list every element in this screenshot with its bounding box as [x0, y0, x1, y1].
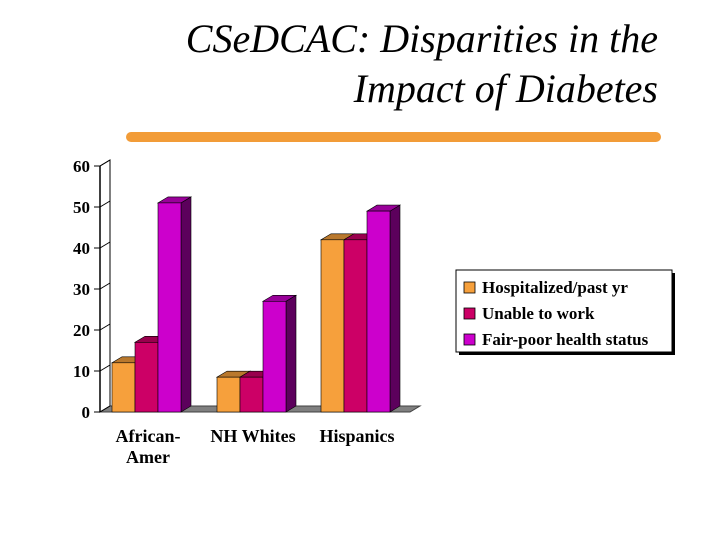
bar-front — [262, 300, 287, 413]
bar-front — [239, 376, 264, 413]
x-category-label: Hispanics — [319, 426, 394, 446]
title-rule — [126, 132, 661, 142]
slide-title: CSeDCAC: Disparities in the Impact of Di… — [98, 14, 658, 114]
y-tick-depth — [99, 323, 111, 331]
legend-box — [455, 269, 673, 353]
legend-label: Hospitalized/past yr — [482, 278, 628, 297]
y-tick-depth — [99, 159, 111, 167]
bar-front — [134, 341, 159, 413]
legend-swatch — [463, 307, 476, 320]
y-tick-label: 50 — [73, 198, 90, 217]
y-tick-depth — [99, 364, 111, 372]
category-labels: African-Amer NH Whites Hispanics — [116, 426, 395, 467]
x-category-label-line: African- — [116, 426, 181, 446]
bar-front — [343, 239, 368, 413]
title-line-1: CSeDCAC: Disparities in the — [185, 16, 658, 61]
y-tick-depth — [99, 241, 111, 249]
bar-side — [389, 204, 401, 413]
title-line-2: Impact of Diabetes — [353, 66, 658, 111]
legend-label: Unable to work — [482, 304, 595, 323]
y-tick-label: 60 — [73, 157, 90, 176]
x-category-label: NH Whites — [210, 426, 295, 446]
bar — [156, 196, 193, 413]
x-category-label-line: Hispanics — [319, 426, 394, 446]
chart-bars — [110, 196, 402, 413]
y-tick-label: 10 — [73, 362, 90, 381]
legend-label: Fair-poor health status — [482, 330, 649, 349]
legend: Hospitalized/past yr Unable to work Fair-p… — [455, 269, 675, 355]
bar — [261, 294, 298, 413]
x-category-label-line: NH Whites — [210, 426, 295, 446]
bar-side — [180, 196, 192, 413]
bar-front — [157, 202, 182, 413]
y-tick-label: 0 — [82, 403, 91, 422]
bar-front — [320, 239, 345, 413]
bar-front — [111, 362, 136, 413]
bar-side — [285, 294, 297, 413]
x-category-label-line: Amer — [126, 447, 170, 467]
y-tick-label: 30 — [73, 280, 90, 299]
bar-front — [366, 210, 391, 413]
legend-swatch — [463, 281, 476, 294]
bar-front — [216, 376, 241, 413]
y-tick-label: 40 — [73, 239, 90, 258]
y-tick-depth — [99, 282, 111, 290]
bar — [365, 204, 402, 413]
legend-swatch — [463, 333, 476, 346]
y-tick-label: 20 — [73, 321, 90, 340]
x-category-label: African-Amer — [116, 426, 181, 467]
y-tick-depth — [99, 200, 111, 208]
y-tick-depth — [99, 405, 111, 413]
